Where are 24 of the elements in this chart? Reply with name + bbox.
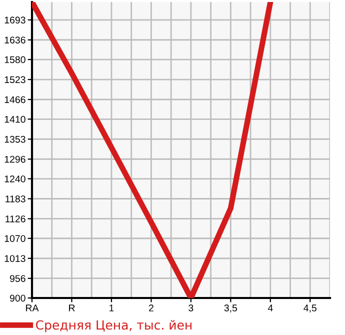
x-tick-label: R [69,304,75,312]
legend-label: Средняя Цена, тыс. йен [36,320,192,332]
y-tick-label: 1013 [4,255,26,262]
y-tick-label: 1126 [6,215,26,222]
y-tick-label: 1410 [4,116,26,123]
y-tick-label: 1240 [4,175,26,182]
y-tick-label: 956 [10,275,26,282]
y-tick-label: 1636 [4,36,26,44]
y-tick-label: 1580 [4,56,26,64]
y-tick-label: 1693 [4,16,26,24]
x-tick-label: 4,5 [304,304,316,313]
x-tick-label: 1 [110,304,114,312]
x-tick-label: RA [26,304,39,312]
x-tick-label: 2 [148,304,154,312]
y-tick-label: 1353 [4,136,26,143]
x-tick-label: 4 [268,304,273,312]
x-tick-label: 3 [188,304,194,312]
y-tick-label: 1070 [4,235,26,242]
y-tick-label: 1296 [4,156,26,163]
x-tick-label: 3,5 [224,304,238,313]
y-tick-label: 900 [10,294,26,302]
y-tick-label: 1466 [4,96,26,104]
y-tick-label: 1183 [6,195,26,202]
y-tick-label: 1523 [4,76,26,84]
